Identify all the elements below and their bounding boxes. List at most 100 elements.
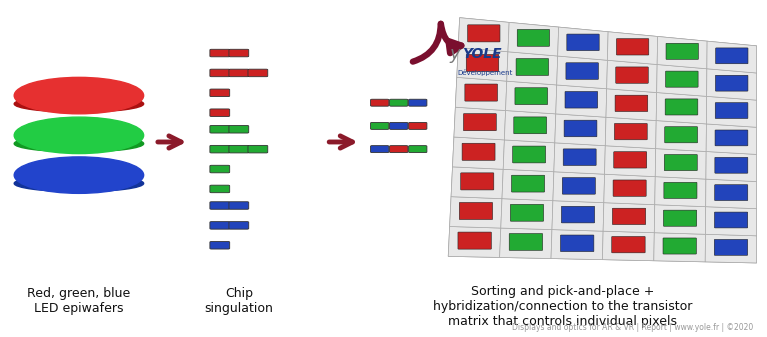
Polygon shape xyxy=(705,234,756,263)
FancyBboxPatch shape xyxy=(664,155,697,171)
FancyBboxPatch shape xyxy=(229,145,249,153)
Polygon shape xyxy=(657,36,707,69)
FancyBboxPatch shape xyxy=(248,145,268,153)
FancyBboxPatch shape xyxy=(515,88,548,104)
FancyArrowPatch shape xyxy=(413,24,441,62)
FancyBboxPatch shape xyxy=(512,146,545,163)
FancyBboxPatch shape xyxy=(716,103,748,119)
FancyBboxPatch shape xyxy=(716,75,748,91)
FancyBboxPatch shape xyxy=(458,232,492,249)
FancyBboxPatch shape xyxy=(210,69,229,77)
FancyBboxPatch shape xyxy=(465,84,498,101)
FancyBboxPatch shape xyxy=(613,180,646,196)
Polygon shape xyxy=(453,137,505,169)
FancyBboxPatch shape xyxy=(370,99,389,106)
FancyBboxPatch shape xyxy=(390,122,408,129)
FancyBboxPatch shape xyxy=(561,235,594,252)
Polygon shape xyxy=(604,146,656,177)
FancyBboxPatch shape xyxy=(462,143,495,160)
Polygon shape xyxy=(706,96,756,127)
FancyBboxPatch shape xyxy=(663,238,696,254)
Polygon shape xyxy=(558,27,608,60)
FancyBboxPatch shape xyxy=(715,212,748,228)
Polygon shape xyxy=(507,52,558,85)
FancyBboxPatch shape xyxy=(715,157,748,173)
Polygon shape xyxy=(552,201,604,231)
Polygon shape xyxy=(499,228,552,258)
FancyBboxPatch shape xyxy=(459,203,492,219)
Polygon shape xyxy=(605,117,657,149)
Polygon shape xyxy=(448,18,756,263)
Polygon shape xyxy=(657,93,706,124)
Ellipse shape xyxy=(15,157,143,193)
Polygon shape xyxy=(508,22,558,56)
Polygon shape xyxy=(556,85,607,117)
Polygon shape xyxy=(448,226,501,257)
FancyBboxPatch shape xyxy=(612,208,646,224)
Polygon shape xyxy=(456,78,507,111)
Polygon shape xyxy=(707,41,756,73)
FancyBboxPatch shape xyxy=(463,114,496,131)
Polygon shape xyxy=(501,199,553,229)
FancyBboxPatch shape xyxy=(512,175,545,192)
Polygon shape xyxy=(602,231,654,261)
Polygon shape xyxy=(555,114,606,146)
Polygon shape xyxy=(505,81,557,114)
FancyBboxPatch shape xyxy=(210,222,229,229)
FancyBboxPatch shape xyxy=(409,122,427,129)
FancyBboxPatch shape xyxy=(229,202,249,209)
FancyBboxPatch shape xyxy=(468,25,500,42)
Polygon shape xyxy=(706,124,756,154)
FancyBboxPatch shape xyxy=(665,99,698,115)
FancyBboxPatch shape xyxy=(229,222,249,229)
FancyBboxPatch shape xyxy=(666,43,699,59)
FancyBboxPatch shape xyxy=(210,125,229,133)
Ellipse shape xyxy=(15,117,143,154)
Polygon shape xyxy=(603,203,655,233)
FancyBboxPatch shape xyxy=(390,99,408,106)
Polygon shape xyxy=(657,64,707,96)
FancyBboxPatch shape xyxy=(210,145,229,153)
Polygon shape xyxy=(604,174,655,205)
FancyBboxPatch shape xyxy=(509,234,542,250)
Polygon shape xyxy=(451,167,503,199)
Polygon shape xyxy=(449,197,502,228)
Ellipse shape xyxy=(15,135,143,152)
FancyBboxPatch shape xyxy=(210,185,229,193)
FancyBboxPatch shape xyxy=(517,29,550,46)
FancyBboxPatch shape xyxy=(561,206,594,223)
FancyBboxPatch shape xyxy=(409,146,427,153)
Ellipse shape xyxy=(15,96,143,112)
FancyBboxPatch shape xyxy=(614,152,647,168)
Polygon shape xyxy=(706,207,756,236)
FancyBboxPatch shape xyxy=(666,71,698,87)
FancyBboxPatch shape xyxy=(514,117,547,134)
FancyBboxPatch shape xyxy=(229,69,249,77)
FancyBboxPatch shape xyxy=(715,185,748,201)
FancyBboxPatch shape xyxy=(562,178,595,194)
Polygon shape xyxy=(706,152,756,182)
FancyBboxPatch shape xyxy=(716,48,748,64)
FancyBboxPatch shape xyxy=(615,95,648,112)
FancyBboxPatch shape xyxy=(617,39,649,55)
FancyBboxPatch shape xyxy=(612,237,645,253)
FancyBboxPatch shape xyxy=(563,149,596,165)
FancyBboxPatch shape xyxy=(210,165,229,173)
FancyBboxPatch shape xyxy=(229,125,249,133)
Polygon shape xyxy=(653,233,706,262)
FancyBboxPatch shape xyxy=(370,146,389,153)
FancyBboxPatch shape xyxy=(210,89,229,97)
Polygon shape xyxy=(502,169,554,201)
Polygon shape xyxy=(607,60,657,93)
FancyBboxPatch shape xyxy=(210,109,229,117)
FancyBboxPatch shape xyxy=(466,55,499,71)
Polygon shape xyxy=(457,48,508,81)
FancyBboxPatch shape xyxy=(409,99,427,106)
FancyBboxPatch shape xyxy=(567,34,599,51)
FancyBboxPatch shape xyxy=(663,210,696,226)
FancyBboxPatch shape xyxy=(566,63,598,79)
FancyBboxPatch shape xyxy=(248,69,268,77)
Polygon shape xyxy=(655,177,706,207)
Text: Développement: Développement xyxy=(457,69,512,76)
Text: y: y xyxy=(449,45,460,63)
